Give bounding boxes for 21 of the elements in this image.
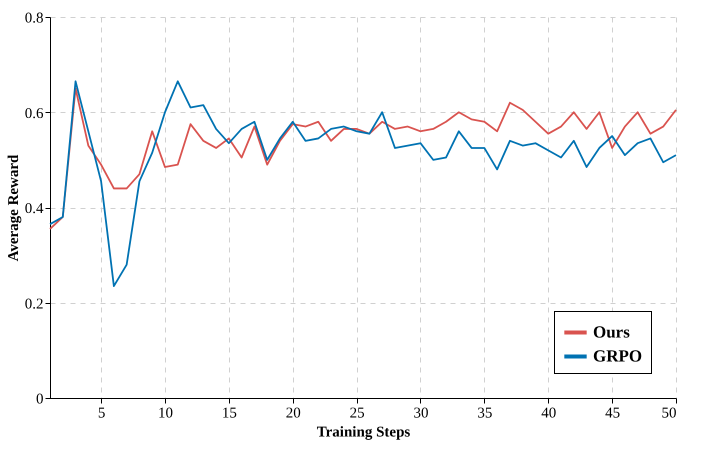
y-tick-label: 0.4 xyxy=(24,201,44,217)
x-tick-label: 5 xyxy=(98,406,106,422)
x-tick-label: 30 xyxy=(413,406,428,422)
x-axis-title: Training Steps xyxy=(316,424,410,440)
x-tick-label: 45 xyxy=(605,406,620,422)
legend-label: Ours xyxy=(593,322,630,342)
line-series xyxy=(49,88,677,230)
x-tick-label: 15 xyxy=(222,406,237,422)
x-tick-label: 20 xyxy=(286,406,301,422)
y-tick-label: 0.2 xyxy=(24,296,44,312)
y-axis-title: Average Reward xyxy=(6,154,22,262)
x-tick-label: 25 xyxy=(350,406,365,422)
x-tick-label: 10 xyxy=(158,406,173,422)
x-tick-label: 50 xyxy=(662,406,676,422)
y-tick-label: 0.6 xyxy=(24,106,44,122)
line-series xyxy=(49,80,677,287)
x-tick-label: 35 xyxy=(477,406,492,422)
y-tick-label: 0.8 xyxy=(24,10,44,26)
y-tick-label: 0 xyxy=(36,392,44,408)
x-tick-label: 40 xyxy=(541,406,556,422)
legend-label: GRPO xyxy=(593,346,642,366)
